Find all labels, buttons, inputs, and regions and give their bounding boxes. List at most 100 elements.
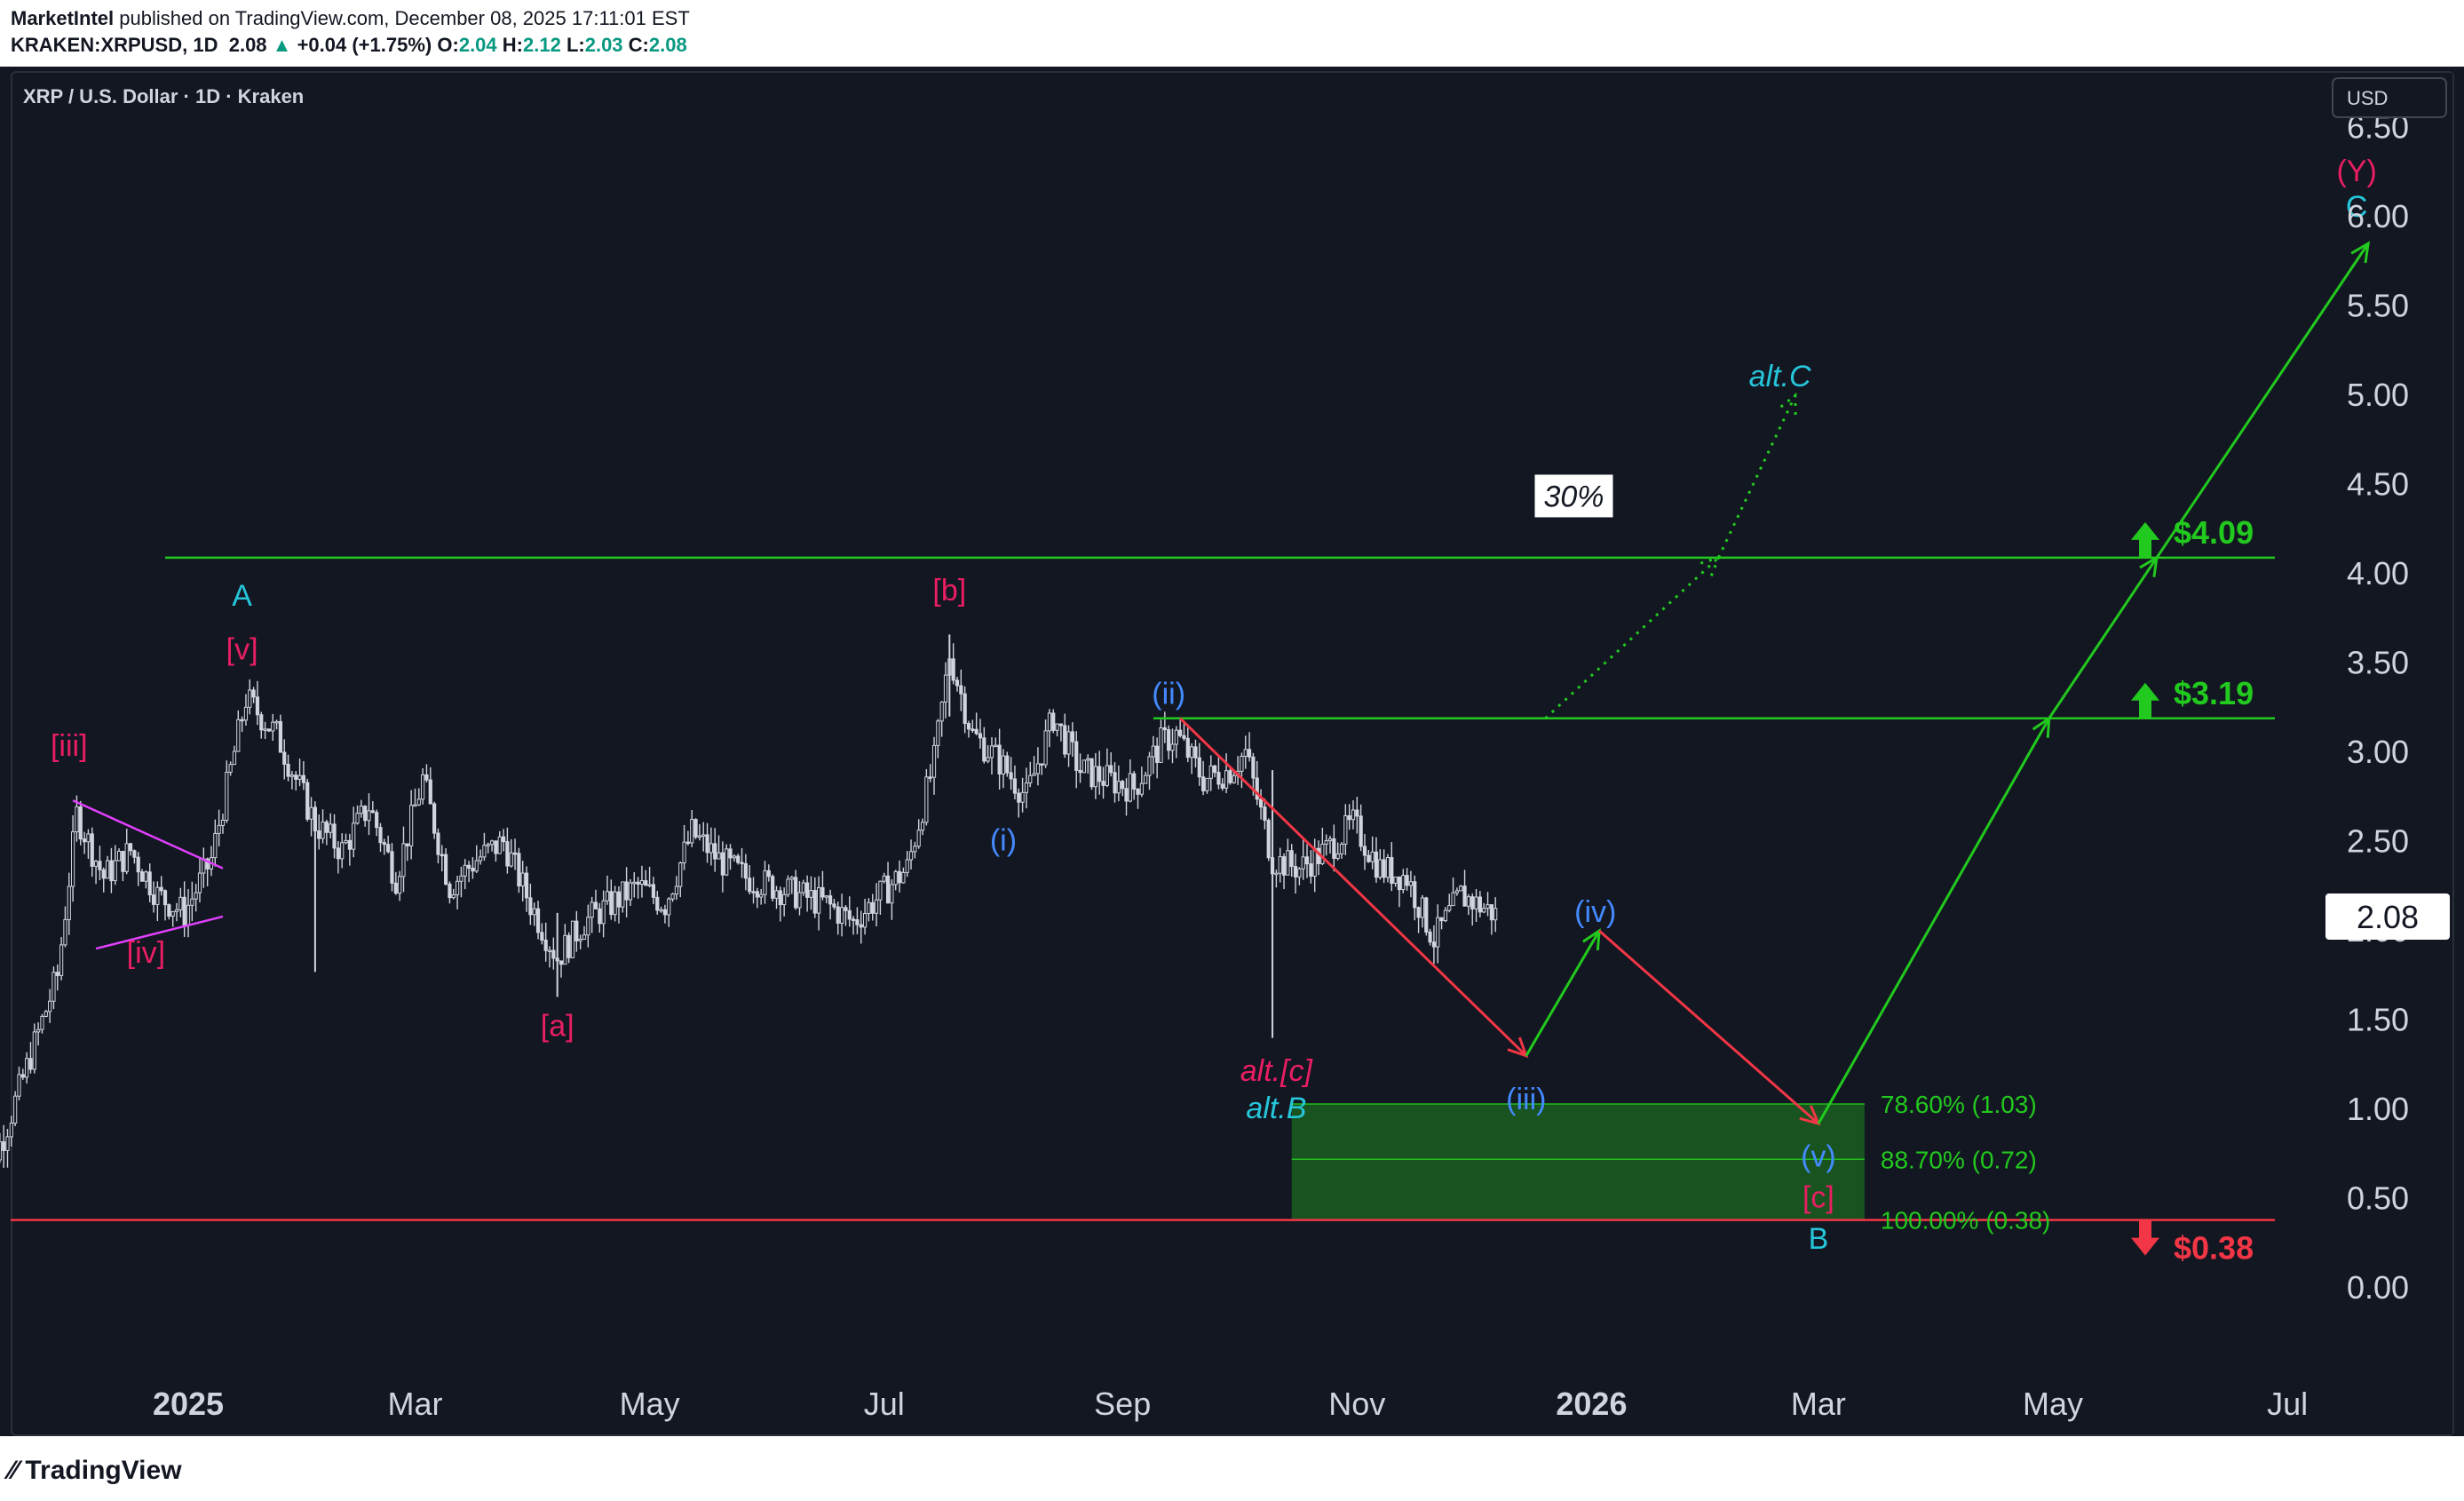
candle-body: [928, 776, 932, 779]
candle-body: [566, 934, 571, 958]
candle-body: [982, 737, 986, 762]
candle-body: [1251, 756, 1256, 779]
last-price-tag: 2.08: [2325, 893, 2450, 940]
candle-body: [139, 871, 145, 882]
candle-body: [486, 844, 490, 846]
candle-body: [836, 906, 840, 924]
candle-body: [1001, 755, 1006, 774]
close-value: 2.08: [648, 34, 687, 56]
triangle-lower-line: [95, 915, 224, 950]
candle-body: [1266, 820, 1271, 859]
candle-body: [263, 728, 267, 731]
candle-body: [1213, 765, 1217, 774]
candle-body: [124, 843, 129, 872]
candle-body: [178, 896, 183, 910]
candle-body: [1263, 806, 1267, 822]
y-tick-label: 1.00: [2347, 1091, 2409, 1127]
candle-body: [882, 875, 886, 882]
candle-body: [1405, 875, 1409, 886]
candle-body: [543, 940, 548, 951]
candle-body: [1159, 727, 1163, 763]
candle-body: [36, 1028, 41, 1033]
candle-body: [1378, 859, 1383, 878]
projection-red-head: [1799, 1105, 1821, 1126]
projection-green-head: [1582, 928, 1601, 951]
tradingview-logo[interactable]: ⁄⁄ TradingView: [9, 1456, 182, 1486]
wave-label: A: [232, 579, 252, 613]
candle-body: [728, 848, 733, 859]
candle-body: [1258, 798, 1264, 808]
candle-body: [474, 860, 479, 872]
candle-body: [136, 856, 140, 873]
candle-body: [1439, 917, 1444, 922]
candle-body: [740, 862, 744, 865]
candle-body: [1347, 814, 1351, 821]
candle-body: [789, 877, 794, 880]
candle-body: [75, 806, 79, 833]
candle-body: [436, 832, 440, 855]
up-triangle-icon: ▲: [272, 34, 292, 56]
candle-body: [347, 839, 352, 850]
y-tick-label: 1.50: [2347, 1002, 2409, 1038]
candle-body: [67, 886, 71, 920]
candle-body: [535, 908, 541, 933]
candle-body: [271, 721, 275, 732]
candle-body: [1224, 770, 1229, 789]
candle-body: [639, 880, 645, 886]
wave-label: alt.B: [1246, 1092, 1306, 1125]
candle-body: [674, 886, 679, 895]
candle-body: [432, 803, 437, 834]
candle-body: [601, 900, 606, 925]
currency-button[interactable]: USD: [2332, 77, 2447, 118]
probability-label: 30%: [1543, 480, 1604, 513]
price-axis[interactable]: [2325, 73, 2452, 1434]
candle-body: [248, 689, 252, 708]
candle-body: [1462, 886, 1467, 907]
candle-body: [1167, 729, 1171, 751]
candle-body: [878, 880, 883, 901]
candle-body: [551, 949, 556, 959]
candle-body: [943, 674, 948, 703]
candle-body: [986, 757, 990, 762]
candle-body: [363, 806, 368, 822]
candle-body: [647, 884, 652, 886]
candle-body: [401, 843, 406, 878]
candle-body: [517, 853, 521, 887]
candle-body: [951, 658, 955, 681]
fib-level-label: 78.60% (1.03): [1881, 1091, 2037, 1118]
candle-body: [1281, 856, 1287, 876]
candle-body: [939, 701, 944, 722]
chart-title: XRP / U.S. Dollar · 1D · Kraken: [23, 85, 304, 107]
x-tick-label: Jul: [864, 1386, 905, 1422]
candle-body: [920, 822, 925, 831]
x-tick-label: Sep: [1094, 1386, 1151, 1422]
author-name[interactable]: MarketIntel: [11, 7, 115, 29]
published-text: published on TradingView.com, December 0…: [119, 7, 690, 29]
currency-label: USD: [2347, 87, 2388, 109]
candle-body: [286, 763, 290, 777]
candle-body: [1385, 856, 1390, 878]
key-level-label: $0.38: [2174, 1230, 2254, 1267]
candle-body: [1097, 766, 1102, 782]
alt-projection-dotted-head: [1779, 392, 1797, 416]
candle-body: [778, 890, 782, 906]
candle-body: [847, 909, 852, 920]
low-label: L:: [566, 34, 585, 56]
candle-body: [1197, 757, 1201, 778]
candle-body: [448, 883, 452, 899]
candle-body: [751, 891, 756, 893]
x-tick-label: May: [620, 1386, 680, 1422]
candle-body: [128, 843, 133, 852]
candle-body: [1240, 756, 1244, 772]
candle-body: [86, 833, 91, 843]
candle-body: [1327, 838, 1333, 842]
x-tick-label: 2026: [1556, 1386, 1627, 1422]
candle-body: [367, 810, 371, 822]
candle-body: [1128, 773, 1132, 802]
fib-zone: [1291, 1103, 1865, 1220]
candle-body: [17, 1074, 21, 1097]
candle-body: [289, 774, 295, 777]
candle-body: [1058, 723, 1064, 727]
candle-body: [820, 886, 825, 898]
